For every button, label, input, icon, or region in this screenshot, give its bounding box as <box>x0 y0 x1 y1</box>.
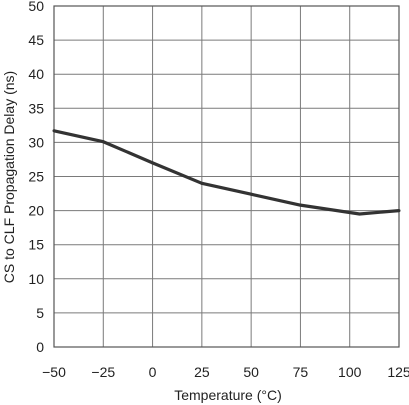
data-point <box>52 129 56 133</box>
x-tick-label: 125 <box>387 364 409 380</box>
y-tick-label: 35 <box>28 100 44 116</box>
data-point <box>397 209 401 213</box>
x-axis-label: Temperature (°C) <box>174 387 282 403</box>
y-tick-label: 10 <box>28 271 44 287</box>
x-tick-label: 25 <box>194 364 210 380</box>
y-tick-label: 40 <box>28 66 44 82</box>
data-point <box>200 181 204 185</box>
data-point <box>358 212 362 216</box>
y-tick-label: 5 <box>36 305 44 321</box>
y-tick-label: 15 <box>28 237 44 253</box>
y-tick-label: 50 <box>28 0 44 14</box>
x-tick-label: −50 <box>42 364 66 380</box>
plot-border <box>53 5 400 348</box>
y-axis-label: CS to CLF Propagation Delay (ns) <box>1 71 17 283</box>
series-layer <box>52 129 401 216</box>
data-point <box>249 192 253 196</box>
y-tick-label: 45 <box>28 32 44 48</box>
x-tick-labels: −50 −25 0 25 50 75 100 125 <box>42 364 409 380</box>
grid <box>53 5 400 348</box>
plot-frame <box>53 5 400 348</box>
y-tick-label: 0 <box>36 339 44 355</box>
x-tick-label: 100 <box>338 364 362 380</box>
data-point <box>298 203 302 207</box>
series-line <box>53 129 400 216</box>
x-tick-label: 50 <box>243 364 259 380</box>
x-tick-label: 0 <box>149 364 157 380</box>
x-tick-label: 75 <box>293 364 309 380</box>
y-tick-labels: 0 5 10 15 20 25 30 35 40 45 50 <box>28 0 44 355</box>
y-tick-label: 30 <box>28 134 44 150</box>
x-tick-label: −25 <box>91 364 115 380</box>
y-tick-label: 25 <box>28 169 44 185</box>
data-point <box>101 140 105 144</box>
y-tick-label: 20 <box>28 203 44 219</box>
data-point <box>151 161 155 165</box>
